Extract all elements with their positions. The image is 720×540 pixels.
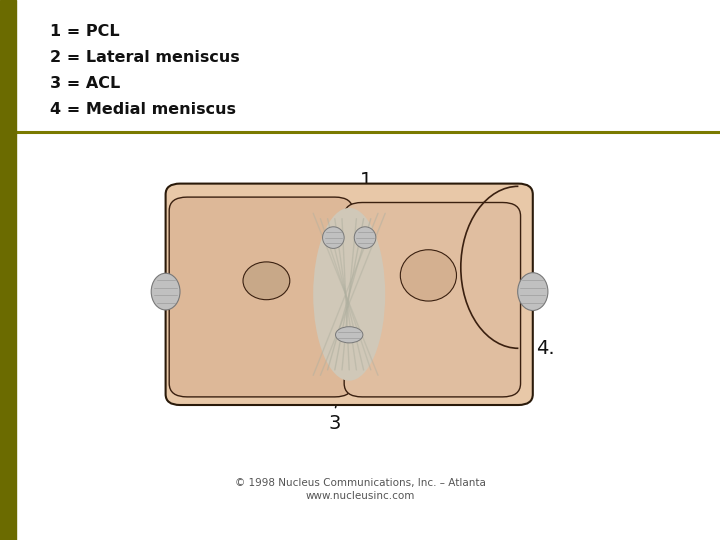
Text: 1.: 1. bbox=[360, 171, 379, 191]
FancyBboxPatch shape bbox=[344, 202, 521, 397]
Text: 1 = PCL: 1 = PCL bbox=[50, 24, 120, 39]
FancyBboxPatch shape bbox=[169, 197, 353, 397]
Ellipse shape bbox=[243, 262, 289, 300]
Text: 2 = Lateral meniscus: 2 = Lateral meniscus bbox=[50, 50, 240, 65]
Text: 4 = Medial meniscus: 4 = Medial meniscus bbox=[50, 102, 236, 117]
FancyBboxPatch shape bbox=[166, 184, 533, 405]
Bar bbox=[0, 0, 16, 540]
Ellipse shape bbox=[151, 273, 180, 310]
Text: 2.: 2. bbox=[165, 339, 184, 358]
Ellipse shape bbox=[313, 208, 385, 381]
Ellipse shape bbox=[184, 235, 385, 375]
Text: © 1998 Nucleus Communications, Inc. – Atlanta: © 1998 Nucleus Communications, Inc. – At… bbox=[235, 478, 485, 488]
Ellipse shape bbox=[400, 249, 456, 301]
Ellipse shape bbox=[323, 227, 344, 248]
Ellipse shape bbox=[336, 327, 363, 343]
Ellipse shape bbox=[518, 273, 548, 310]
Ellipse shape bbox=[354, 227, 376, 248]
Text: 4.: 4. bbox=[536, 339, 555, 358]
Text: www.nucleusinc.com: www.nucleusinc.com bbox=[305, 491, 415, 501]
Text: 3: 3 bbox=[328, 414, 341, 434]
Wedge shape bbox=[461, 224, 518, 310]
Text: 3 = ACL: 3 = ACL bbox=[50, 76, 121, 91]
